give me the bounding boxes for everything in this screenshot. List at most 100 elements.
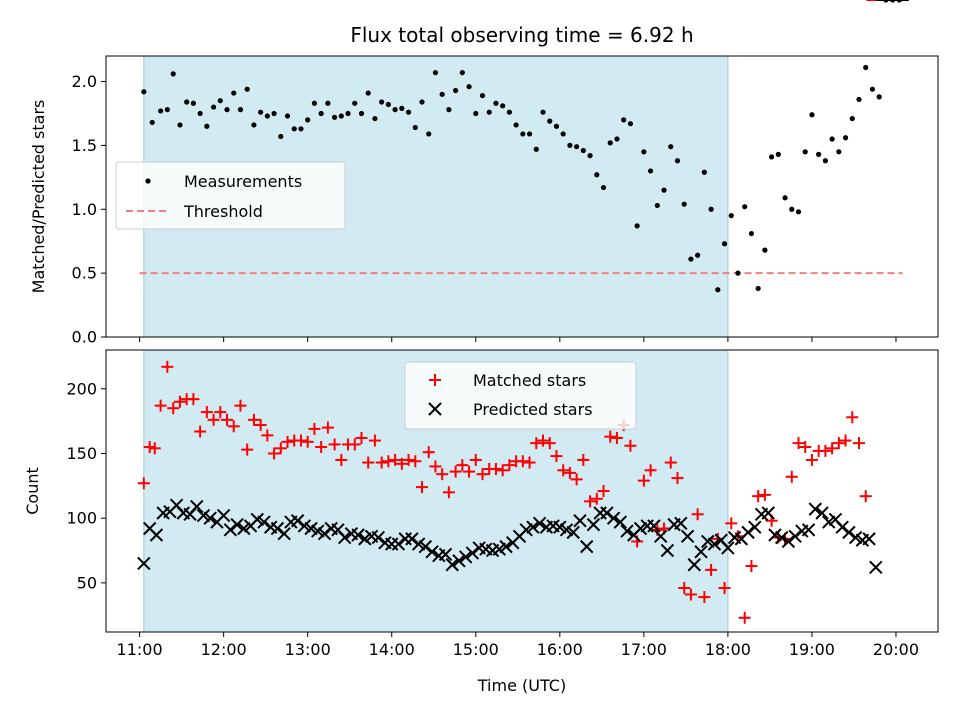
measurement-point — [419, 99, 425, 105]
x-tick-label: 18:00 — [705, 640, 751, 659]
measurement-point — [856, 96, 862, 103]
matched-star-point — [752, 490, 765, 503]
matched-star-point — [143, 441, 156, 454]
matched-star-point — [584, 495, 597, 508]
predicted-star-point — [445, 558, 459, 572]
measurement-point — [755, 285, 761, 292]
matched-star-point — [496, 464, 509, 477]
matched-star-point — [604, 430, 617, 443]
measurement-point — [197, 110, 203, 117]
predicted-star-point — [566, 525, 580, 540]
predicted-star-point — [452, 554, 466, 568]
measurement-point — [836, 149, 842, 155]
predicted-star-point — [680, 529, 695, 543]
matched-star-point — [624, 439, 637, 452]
matched-star-point — [436, 468, 449, 481]
measurement-point — [170, 71, 176, 77]
measurement-point — [728, 213, 734, 219]
predicted-star-point — [721, 541, 735, 555]
measurement-point — [795, 209, 802, 215]
predicted-star-point — [270, 521, 285, 536]
measurement-point — [325, 100, 331, 106]
x-tick-label: 11:00 — [117, 640, 163, 659]
measurement-point — [365, 90, 371, 96]
predicted-star-point — [774, 530, 789, 545]
top-legend-box — [115, 161, 346, 230]
x-tick-label: 20:00 — [873, 640, 919, 659]
measurement-point — [141, 89, 147, 95]
measurement-point — [701, 169, 707, 175]
measurement-point — [432, 70, 439, 76]
matched-star-point — [859, 490, 872, 503]
predicted-star-point — [526, 520, 540, 534]
matched-star-point — [530, 437, 543, 450]
measurement-point — [681, 201, 687, 207]
matched-star-point — [200, 406, 213, 419]
measurement-point — [231, 90, 237, 96]
matched-star-point — [853, 437, 866, 450]
measurement-point — [634, 223, 640, 229]
matched-star-point — [247, 413, 260, 426]
x-tick-label: 15:00 — [453, 640, 499, 659]
y-tick-label: 200 — [66, 379, 97, 398]
matched-star-point — [409, 455, 422, 468]
predicted-star-point — [781, 534, 796, 549]
bottom-panel: 50 100 150 200 11:00 12:00 13:00 14:00 15:00 16:… — [23, 0, 939, 695]
predicted-star-point — [216, 508, 231, 523]
predicted-star-point — [532, 516, 547, 531]
measurement-point — [459, 70, 465, 76]
matched-star-point — [221, 413, 234, 426]
matched-star-point — [637, 474, 650, 487]
predicted-star-point — [351, 528, 365, 542]
measurement-point — [149, 119, 155, 126]
matched-star-point — [294, 434, 307, 447]
matched-star-point — [799, 441, 812, 454]
measurement-point — [479, 92, 486, 99]
y-tick-label: 50 — [77, 573, 97, 592]
matched-star-point — [389, 453, 402, 466]
x-tick-label: 14:00 — [369, 640, 415, 659]
matched-star-point — [173, 395, 186, 408]
matched-star-point — [402, 453, 415, 466]
measurement-point — [567, 142, 573, 149]
measurement-point — [647, 168, 654, 174]
predicted-star-point — [277, 526, 291, 541]
predicted-star-point — [418, 539, 433, 554]
matched-star-point — [563, 466, 576, 479]
matched-star-point — [805, 453, 818, 466]
predicted-star-point — [606, 511, 621, 525]
predicted-stars-series — [137, 0, 909, 575]
matched-star-point — [671, 472, 684, 485]
matched-star-point — [664, 456, 677, 469]
predicted-star-point — [613, 515, 628, 529]
matched-star-point — [839, 434, 852, 447]
measurement-point — [520, 131, 526, 137]
matched-star-point — [597, 485, 610, 497]
measurement-point — [708, 206, 714, 212]
measurement-point — [298, 126, 304, 132]
predicted-star-point — [748, 520, 762, 534]
x-tick-label: 17:00 — [621, 640, 667, 659]
predicted-star-point — [674, 516, 688, 531]
measurement-point — [614, 136, 620, 142]
measurement-point — [217, 98, 223, 104]
measurement-point — [385, 101, 391, 108]
measurement-point — [735, 270, 741, 276]
legend-matched-marker — [429, 374, 441, 386]
predicted-star-point — [862, 532, 876, 546]
predicted-star-point — [223, 523, 238, 537]
matched-star-point — [315, 441, 328, 454]
matched-star-point — [348, 438, 361, 451]
matched-star-point — [705, 563, 718, 576]
bottom-y-axis: 50 100 150 200 — [66, 379, 106, 592]
measurement-point — [775, 151, 781, 157]
measurement-point — [190, 100, 197, 106]
measurement-point — [849, 115, 855, 122]
predicted-star-point — [808, 502, 823, 516]
predicted-star-point — [580, 539, 594, 554]
measurement-point — [822, 158, 828, 164]
predicted-star-point — [761, 506, 775, 520]
matched-star-point — [758, 488, 771, 501]
predicted-star-point — [573, 514, 587, 528]
